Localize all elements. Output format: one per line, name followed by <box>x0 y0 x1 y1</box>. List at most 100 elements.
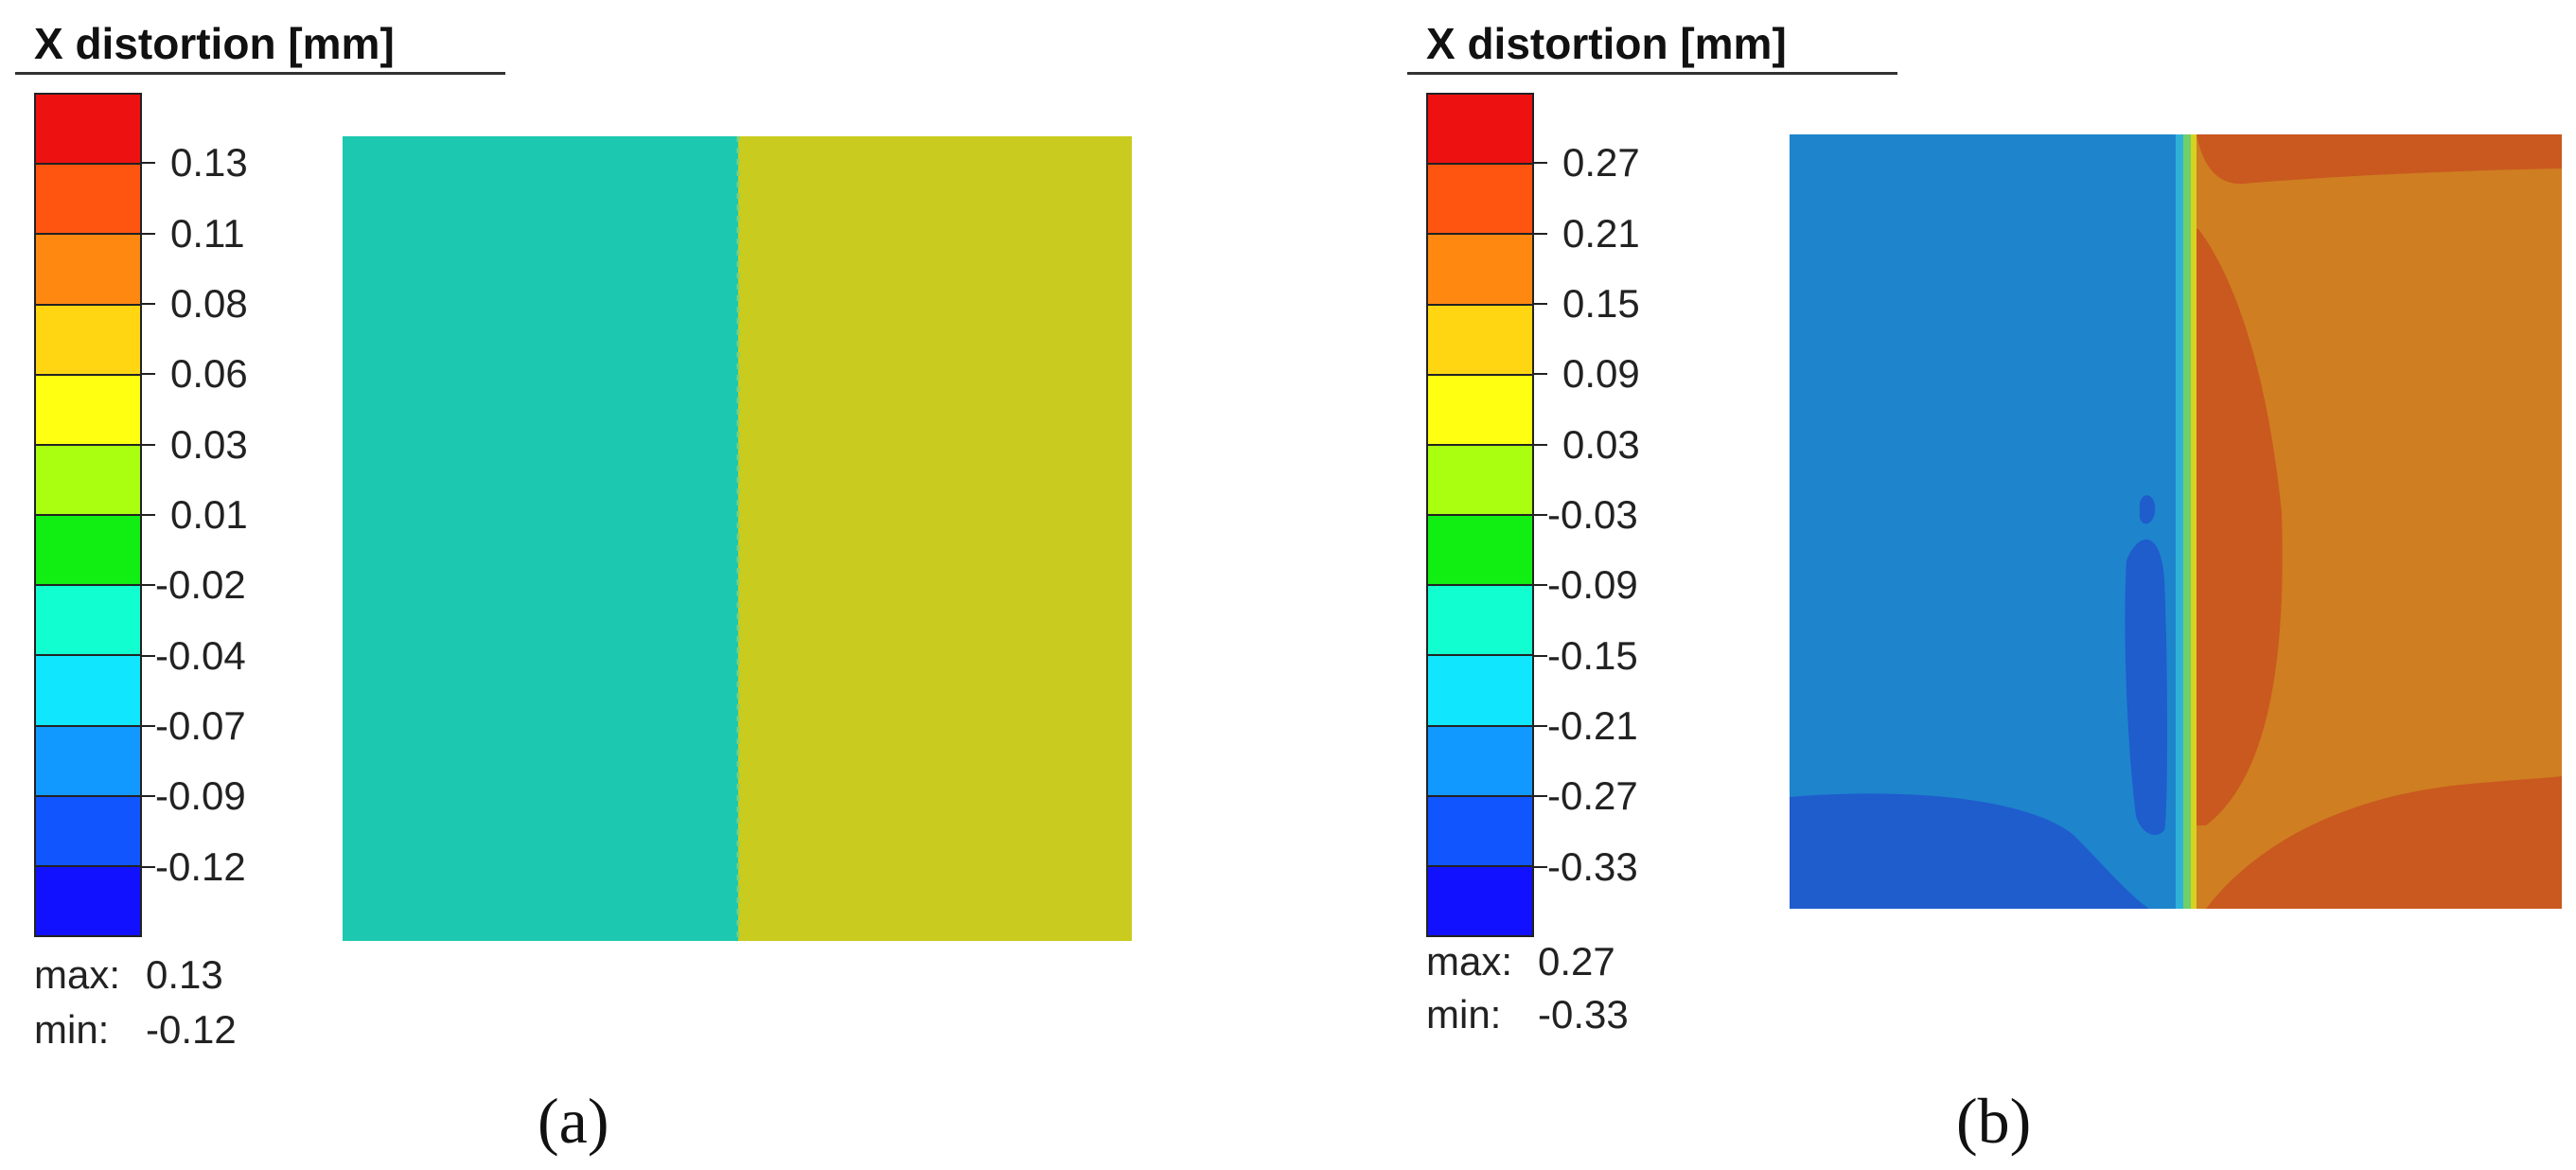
distortion-contour-plot <box>1790 134 2562 909</box>
tick-mark <box>142 303 155 305</box>
weld-seam-band <box>2176 134 2183 909</box>
max-value: 0.13 <box>146 952 223 997</box>
color-scale-band <box>1428 516 1532 587</box>
weld-seam-band <box>2183 134 2191 909</box>
tick-label: 0.15 <box>1562 281 1640 326</box>
tick-mark <box>1534 162 1547 165</box>
color-scale-band <box>36 866 140 936</box>
color-scale-band <box>36 726 140 797</box>
distortion-contour-plot <box>343 136 1132 941</box>
color-scale-labels: 0.27 0.21 0.15 0.09 0.03 -0.03 -0.09 -0.15 -0.21… <box>1534 93 1780 937</box>
tick-mark <box>1534 373 1547 376</box>
color-scale-band <box>1428 305 1532 376</box>
color-scale-band <box>36 516 140 587</box>
tick-mark <box>142 373 155 376</box>
min-value: -0.12 <box>146 1007 237 1052</box>
tick-label: 0.03 <box>1562 421 1640 467</box>
legend-title: X distortion [mm] <box>34 19 395 68</box>
tick-mark <box>1534 443 1547 446</box>
weld-seam-band <box>2191 134 2197 909</box>
min-readout: min: -0.33 <box>1426 990 1629 1039</box>
tick-mark <box>1534 654 1547 657</box>
color-scale-band <box>36 95 140 166</box>
tick-mark <box>142 584 155 587</box>
tick-label: 0.13 <box>170 140 248 186</box>
tick-mark <box>142 162 155 165</box>
figure-caption: (a) <box>538 1085 609 1157</box>
left-seam-low-spot <box>2140 495 2156 524</box>
right-plate-high-zone-top <box>2197 134 2562 185</box>
max-readout: max: 0.13 <box>34 950 223 1000</box>
color-scale-band <box>36 235 140 306</box>
tick-label: 0.09 <box>1562 351 1640 397</box>
tick-mark <box>142 514 155 516</box>
tick-mark <box>1534 795 1547 798</box>
tick-label: 0.08 <box>170 281 248 326</box>
max-readout: max: 0.27 <box>1426 937 1615 986</box>
color-scale-band <box>1428 796 1532 867</box>
color-scale-band <box>36 165 140 236</box>
left-plate-region <box>343 136 738 941</box>
tick-label: 0.06 <box>170 351 248 397</box>
tick-label: 0.01 <box>170 492 248 537</box>
tick-label: -0.04 <box>155 632 246 678</box>
min-label: min: <box>34 1007 110 1052</box>
color-scale-band <box>1428 726 1532 797</box>
tick-mark <box>1534 514 1547 516</box>
tick-label: -0.33 <box>1547 843 1638 889</box>
tick-mark <box>1534 303 1547 305</box>
color-scale-bar <box>1426 93 1534 937</box>
max-label: max: <box>1426 939 1513 984</box>
tick-label: -0.03 <box>1547 492 1638 537</box>
tick-label: 0.21 <box>1562 210 1640 256</box>
tick-mark <box>1534 725 1547 727</box>
right-plate-high-zone-center <box>2197 229 2283 825</box>
color-scale-band <box>1428 375 1532 446</box>
color-scale-band <box>1428 235 1532 306</box>
color-scale-band <box>1428 165 1532 236</box>
color-scale-band <box>1428 586 1532 657</box>
color-scale-band <box>1428 656 1532 727</box>
max-label: max: <box>34 952 121 997</box>
tick-mark <box>142 443 155 446</box>
color-scale-bar <box>34 93 142 937</box>
color-scale-band <box>36 305 140 376</box>
right-plate-high-zone-bottom <box>2206 776 2562 909</box>
tick-label: -0.02 <box>155 562 246 608</box>
tick-label: -0.07 <box>155 703 246 748</box>
tick-mark <box>1534 584 1547 587</box>
tick-label: -0.15 <box>1547 632 1638 678</box>
max-value: 0.27 <box>1538 939 1615 984</box>
color-scale-labels: 0.13 0.11 0.08 0.06 0.03 0.01 -0.02 -0.04 -0.07 -… <box>142 93 388 937</box>
color-scale-band <box>1428 866 1532 936</box>
right-plate-region <box>738 136 1132 941</box>
left-seam-low-streak <box>2125 539 2167 835</box>
color-scale-band <box>1428 445 1532 517</box>
min-readout: min: -0.12 <box>34 1005 237 1055</box>
color-scale-band <box>36 445 140 517</box>
tick-label: 0.27 <box>1562 140 1640 186</box>
tick-mark <box>142 654 155 657</box>
panel-b: X distortion [mm] 0.27 0.21 0.15 0.09 0.03 -0… <box>1392 0 2576 1170</box>
panel-a: X distortion [mm] 0.13 0.11 0.08 0.06 0.03 0.… <box>15 19 1132 1157</box>
tick-mark <box>142 232 155 235</box>
tick-mark <box>1534 865 1547 868</box>
legend-title-underline <box>15 72 505 75</box>
tick-label: -0.12 <box>155 843 246 889</box>
tick-mark <box>142 795 155 798</box>
min-label: min: <box>1426 992 1502 1037</box>
figure-caption: (b) <box>1956 1085 2032 1157</box>
tick-mark <box>142 725 155 727</box>
left-plate-region <box>1790 134 2179 909</box>
color-scale-band <box>1428 95 1532 166</box>
tick-label: 0.11 <box>170 210 245 256</box>
tick-label: -0.09 <box>1547 562 1638 608</box>
tick-mark <box>1534 232 1547 235</box>
tick-label: -0.27 <box>1547 773 1638 819</box>
tick-label: -0.21 <box>1547 703 1638 748</box>
tick-label: 0.03 <box>170 421 248 467</box>
legend-title-underline <box>1407 72 1897 75</box>
left-plate-low-zone <box>1790 793 2149 909</box>
tick-label: -0.09 <box>155 773 246 819</box>
color-scale-band <box>36 586 140 657</box>
